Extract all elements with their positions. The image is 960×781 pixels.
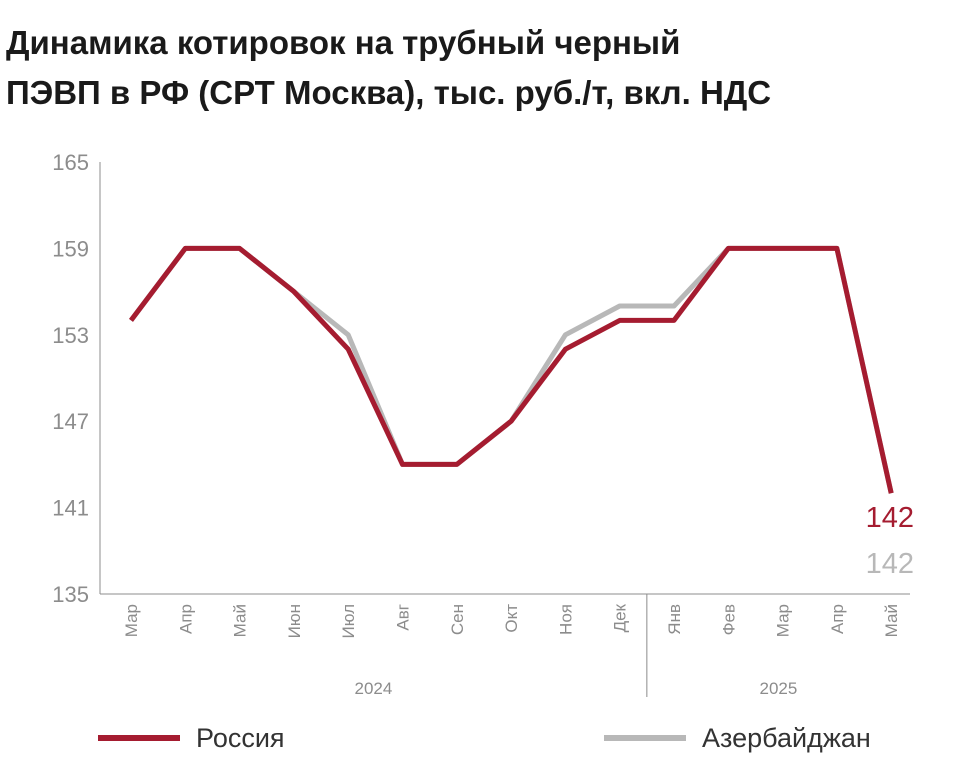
chart-title-line-1: Динамика котировок на трубный черный — [6, 24, 681, 61]
x-tick-label: Май — [882, 604, 901, 637]
end-label-russia: 142 — [866, 502, 914, 534]
y-tick-label: 159 — [52, 236, 89, 261]
legend-label-azerbaijan: Азербайджан — [702, 722, 871, 753]
x-tick-label: Апр — [176, 604, 195, 634]
series-line-russia — [129, 245, 894, 494]
x-tick-label: Дек — [611, 603, 630, 632]
end-label-azerbaijan: 142 — [866, 548, 914, 580]
chart-title-line-2: ПЭВП в РФ (СРТ Москва), тыс. руб./т, вкл… — [6, 74, 772, 111]
y-tick-label: 153 — [52, 323, 89, 348]
legend-swatch-russia — [98, 735, 180, 741]
legend-item-russia: Россия — [98, 718, 285, 758]
series-line-azerbaijan — [129, 245, 894, 494]
chart-title: Динамика котировок на трубный черный ПЭВ… — [6, 18, 946, 118]
x-tick-label: Июл — [339, 604, 358, 639]
year-group-label: 2024 — [355, 679, 393, 698]
legend-item-azerbaijan: Азербайджан — [604, 718, 871, 758]
legend-swatch-azerbaijan — [604, 735, 686, 741]
year-group-label: 2025 — [760, 679, 798, 698]
x-tick-label: Мар — [774, 604, 793, 637]
y-tick-label: 147 — [52, 409, 89, 434]
x-tick-label: Мар — [122, 604, 141, 637]
x-tick-label: Апр — [828, 604, 847, 634]
x-tick-label: Май — [231, 604, 250, 637]
y-tick-label: 135 — [52, 582, 89, 607]
x-tick-label: Ноя — [556, 604, 575, 635]
x-tick-label: Янв — [665, 604, 684, 635]
x-tick-label: Сен — [448, 604, 467, 635]
x-tick-label: Авг — [394, 604, 413, 631]
x-tick-label: Окт — [502, 604, 521, 633]
legend-label-russia: Россия — [196, 722, 285, 753]
x-tick-label: Фев — [719, 604, 738, 635]
y-tick-label: 165 — [52, 150, 89, 175]
x-tick-label: Июн — [285, 604, 304, 638]
y-tick-label: 141 — [52, 496, 89, 521]
